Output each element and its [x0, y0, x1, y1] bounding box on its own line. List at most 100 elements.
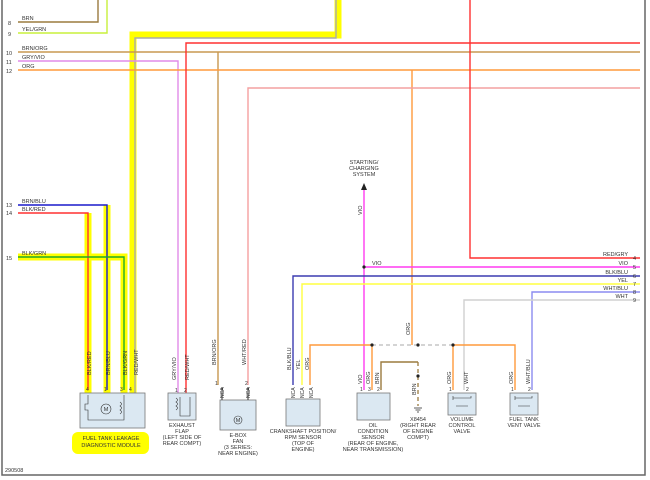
ground-x8454: X8454 (RIGHT REAR OF ENGINE COMPT) — [400, 417, 436, 441]
svg-text:NEAR ENGINE): NEAR ENGINE) — [218, 451, 258, 457]
svg-text:7: 7 — [633, 282, 636, 288]
svg-text:4: 4 — [633, 256, 636, 262]
svg-text:1: 1 — [215, 381, 218, 387]
svg-text:(LEFT SIDE OF: (LEFT SIDE OF — [163, 435, 202, 441]
svg-text:BLK/RED: BLK/RED — [87, 351, 93, 375]
svg-text:VENT VALVE: VENT VALVE — [507, 423, 540, 429]
svg-text:2: 2 — [466, 387, 469, 393]
svg-text:BRN/BLU: BRN/BLU — [106, 351, 112, 375]
svg-text:ORG: ORG — [406, 322, 412, 335]
splice-dot — [370, 343, 374, 347]
svg-text:WHT/BLU: WHT/BLU — [603, 286, 628, 292]
svg-text:2: 2 — [245, 381, 248, 387]
ebox-fan: NCA NCA M 1 2 E-BOX FAN (3 SERIES: NEAR … — [215, 381, 258, 457]
svg-text:BRN/ORG: BRN/ORG — [22, 46, 48, 52]
svg-text:FLAP: FLAP — [175, 429, 189, 435]
svg-text:CONDITION: CONDITION — [358, 429, 389, 435]
svg-text:NCA: NCA — [309, 387, 315, 398]
wire-org-crank — [309, 344, 373, 390]
svg-text:GRY/VIO: GRY/VIO — [22, 55, 46, 61]
svg-text:(REAR OF ENGINE,: (REAR OF ENGINE, — [348, 441, 399, 447]
svg-text:10: 10 — [6, 51, 12, 57]
svg-text:CONTROL: CONTROL — [449, 423, 476, 429]
svg-text:CRANKSHAFT POSITION/: CRANKSHAFT POSITION/ — [270, 429, 337, 435]
svg-text:1: 1 — [360, 387, 363, 393]
svg-text:SYSTEM: SYSTEM — [353, 172, 376, 178]
wire-red-gry — [469, 0, 640, 259]
wire-yel-grn — [18, 0, 108, 34]
ground-icon — [414, 407, 422, 413]
svg-text:ORG: ORG — [305, 357, 311, 370]
svg-text:RED/WHT: RED/WHT — [185, 354, 191, 380]
svg-text:E-BOX: E-BOX — [229, 433, 246, 439]
svg-text:FUEL TANK LEAKAGE: FUEL TANK LEAKAGE — [83, 436, 140, 442]
wire-red-wht-flap — [185, 42, 640, 395]
svg-text:ORG: ORG — [366, 371, 372, 384]
wires — [18, 0, 640, 413]
svg-text:WHT/RED: WHT/RED — [242, 339, 248, 365]
splice-dot — [416, 374, 420, 378]
svg-text:BRN: BRN — [412, 383, 418, 395]
svg-text:1: 1 — [175, 388, 178, 394]
svg-text:9: 9 — [8, 32, 11, 38]
svg-text:8: 8 — [8, 21, 11, 27]
fuel-tank-vent-valve: 1 2 FUEL TANK VENT VALVE — [507, 387, 540, 429]
oil-condition-sensor: 1 3 2 OIL CONDITION SENSOR (REAR OF ENGI… — [343, 387, 404, 453]
svg-text:4: 4 — [129, 387, 132, 393]
svg-text:3: 3 — [120, 387, 123, 393]
svg-text:SENSOR: SENSOR — [361, 435, 384, 441]
svg-text:CHARGING: CHARGING — [349, 166, 379, 172]
svg-text:1: 1 — [511, 387, 514, 393]
svg-text:1: 1 — [104, 387, 107, 393]
wire-wht — [463, 299, 640, 390]
svg-text:12: 12 — [6, 69, 12, 75]
crankshaft-sensor: NCA NCA NCA CRANKSHAFT POSITION/ RPM SEN… — [270, 387, 337, 453]
svg-text:YEL/GRN: YEL/GRN — [22, 27, 46, 33]
svg-text:OF ENGINE: OF ENGINE — [403, 429, 434, 435]
svg-text:NCA: NCA — [300, 387, 306, 398]
svg-text:NCA: NCA — [291, 387, 297, 398]
svg-text:STARTING/: STARTING/ — [350, 160, 379, 166]
arrow-up-icon — [361, 183, 367, 190]
right-connectors: RED/GRY 4 VIO 5 BLK/BLU 6 YEL 7 WHT/BLU 8 WHT… — [603, 252, 636, 304]
svg-text:WHT: WHT — [615, 294, 628, 300]
wire-blk-grn — [18, 256, 125, 390]
svg-text:9: 9 — [633, 298, 636, 304]
svg-text:VALVE: VALVE — [454, 429, 471, 435]
svg-text:8: 8 — [633, 290, 636, 296]
svg-text:3: 3 — [368, 387, 371, 393]
svg-text:RED/GRY: RED/GRY — [603, 252, 628, 258]
svg-text:DIAGNOSTIC MODULE: DIAGNOSTIC MODULE — [81, 443, 141, 449]
starting-charging-system: STARTING/ CHARGING SYSTEM — [349, 160, 379, 178]
svg-text:(RIGHT REAR: (RIGHT REAR — [400, 423, 436, 429]
svg-text:BLK/BLU: BLK/BLU — [605, 270, 628, 276]
svg-text:BRN/BLU: BRN/BLU — [22, 199, 46, 205]
svg-text:YEL: YEL — [296, 360, 302, 370]
wire-labels: BLK/RED BRN/BLU BLK/GRN RED/WHT GRY/VIO … — [87, 205, 532, 395]
svg-text:FUEL TANK: FUEL TANK — [509, 417, 539, 423]
wire-gry-vio — [18, 60, 179, 395]
svg-text:14: 14 — [6, 211, 12, 217]
motor-icon: M — [104, 407, 109, 413]
svg-text:BRN: BRN — [22, 16, 34, 22]
svg-text:15: 15 — [6, 256, 12, 262]
svg-text:4: 4 — [86, 387, 89, 393]
svg-text:BLK/RED: BLK/RED — [22, 207, 46, 213]
splice-dot — [416, 343, 420, 347]
svg-text:BRN: BRN — [375, 372, 381, 384]
svg-text:VOLUME: VOLUME — [450, 417, 474, 423]
wire-red-wht-module — [134, 0, 337, 395]
splice-dot — [451, 343, 455, 347]
svg-text:NCA: NCA — [246, 387, 252, 398]
svg-text:ORG: ORG — [509, 371, 515, 384]
svg-text:2: 2 — [184, 388, 187, 394]
svg-text:VIO: VIO — [358, 374, 364, 384]
wire-brn-blu — [18, 204, 108, 390]
svg-text:REAR COMPT): REAR COMPT) — [163, 441, 202, 447]
svg-text:ENGINE): ENGINE) — [292, 447, 315, 453]
svg-text:YEL: YEL — [618, 278, 628, 284]
svg-text:11: 11 — [6, 60, 12, 66]
